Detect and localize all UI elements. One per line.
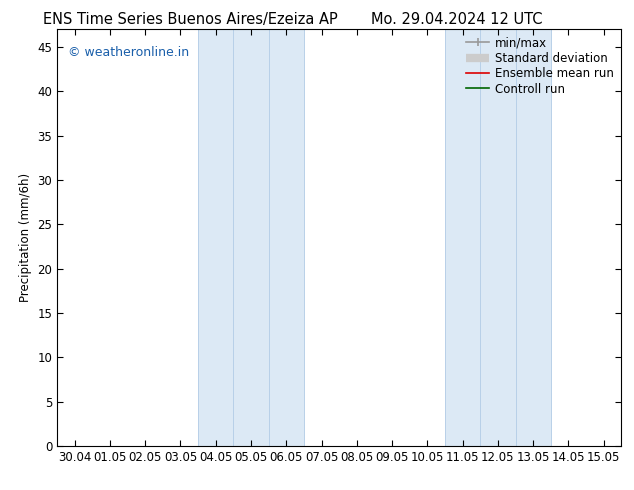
Y-axis label: Precipitation (mm/6h): Precipitation (mm/6h) <box>19 173 32 302</box>
Legend: min/max, Standard deviation, Ensemble mean run, Controll run: min/max, Standard deviation, Ensemble me… <box>462 33 618 99</box>
Text: Mo. 29.04.2024 12 UTC: Mo. 29.04.2024 12 UTC <box>371 12 542 27</box>
Text: © weatheronline.in: © weatheronline.in <box>68 46 190 59</box>
Bar <box>198 29 304 446</box>
Bar <box>445 29 551 446</box>
Text: ENS Time Series Buenos Aires/Ezeiza AP: ENS Time Series Buenos Aires/Ezeiza AP <box>43 12 337 27</box>
